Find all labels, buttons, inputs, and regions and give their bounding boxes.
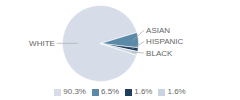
html-text:1.6%: 1.6%: [134, 87, 153, 96]
html-text:90.3%: 90.3%: [63, 87, 86, 96]
svg-text:ASIAN: ASIAN: [146, 26, 170, 35]
svg-text:HISPANIC: HISPANIC: [146, 37, 183, 46]
svg-text:WHITE: WHITE: [29, 39, 55, 48]
svg-text:BLACK: BLACK: [146, 49, 173, 58]
html-text:6.5%: 6.5%: [101, 87, 120, 96]
html-text:1.6%: 1.6%: [167, 87, 186, 96]
